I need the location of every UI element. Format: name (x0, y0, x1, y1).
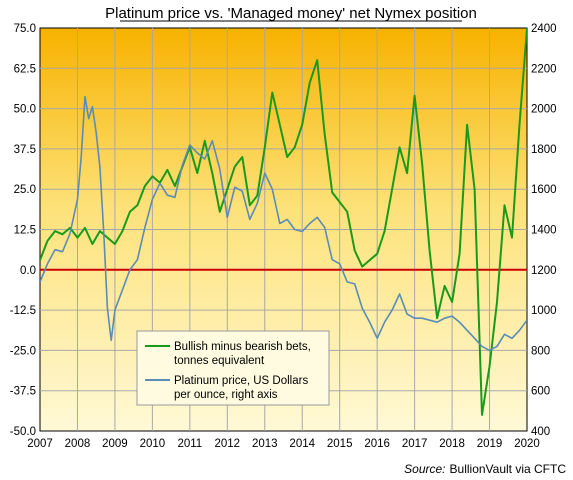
right-axis-ticks: 2400 2200 2000 1800 1600 1400 1200 1000 800 600 40… (531, 23, 557, 438)
source-label: Source: (404, 462, 445, 476)
x-tick-label: 2009 (102, 438, 128, 450)
x-tick-label: 2018 (439, 438, 465, 450)
left-tick-label: -37.5 (10, 386, 36, 398)
x-tick-label: 2015 (327, 438, 353, 450)
series-line-net-position (40, 28, 527, 416)
x-tick-label: 2007 (27, 438, 53, 450)
x-tick-label: 2008 (65, 438, 91, 450)
x-tick-label: 2011 (177, 438, 202, 450)
right-tick-label: 400 (531, 426, 550, 438)
right-tick-label: 1200 (531, 265, 557, 277)
left-tick-label: -12.5 (10, 305, 36, 317)
left-tick-label: 50.0 (14, 104, 36, 116)
x-tick-label: 2016 (364, 438, 390, 450)
right-tick-label: 2000 (531, 104, 557, 116)
legend-label-platinum-price-1: Platinum price, US Dollars (174, 375, 308, 387)
x-tick-label: 2013 (252, 438, 278, 450)
right-tick-label: 1400 (531, 225, 557, 237)
left-tick-label: -50.0 (10, 426, 36, 438)
left-tick-label: 37.5 (14, 144, 36, 156)
chart-title: Platinum price vs. 'Managed money' net N… (105, 5, 477, 22)
left-tick-label: 62.5 (14, 63, 36, 75)
source-text: BullionVault via CFTC (450, 462, 567, 476)
right-tick-label: 1800 (531, 144, 557, 156)
left-tick-label: 0.0 (20, 265, 36, 277)
legend-label-platinum-price-2: per ounce, right axis (174, 389, 278, 401)
x-tick-label: 2017 (402, 438, 428, 450)
right-tick-label: 1000 (531, 305, 557, 317)
right-tick-label: 2200 (531, 63, 557, 75)
right-tick-label: 600 (531, 386, 550, 398)
legend-label-net-position-2: tonnes equivalent (174, 355, 265, 367)
x-tick-label: 2019 (477, 438, 503, 450)
left-tick-label: 12.5 (14, 225, 36, 237)
right-tick-label: 1600 (531, 184, 557, 196)
x-tick-label: 2020 (514, 438, 540, 450)
right-tick-label: 2400 (531, 23, 557, 35)
x-tick-label: 2014 (289, 438, 315, 450)
left-tick-label: 75.0 (14, 23, 36, 35)
series-line-platinum-price (40, 95, 527, 352)
x-tick-label: 2012 (215, 438, 241, 450)
right-tick-label: 800 (531, 345, 550, 357)
source-note: Source: BullionVault via CFTC (404, 462, 566, 476)
left-axis-ticks: 75.0 62.5 50.0 37.5 25.0 12.5 0.0 -12.5 -25.0 -37… (10, 23, 36, 438)
x-tick-label: 2010 (140, 438, 166, 450)
legend-box (136, 330, 330, 406)
legend: Bullish minus bearish bets, tonnes equiv… (136, 330, 330, 406)
x-axis-ticks: 2007 2008 2009 2010 2011 2012 2013 2014 2015 2016… (27, 438, 540, 450)
legend-label-net-position-1: Bullish minus bearish bets, (174, 341, 311, 353)
left-tick-label: 25.0 (14, 184, 36, 196)
left-tick-label: -25.0 (10, 345, 36, 357)
